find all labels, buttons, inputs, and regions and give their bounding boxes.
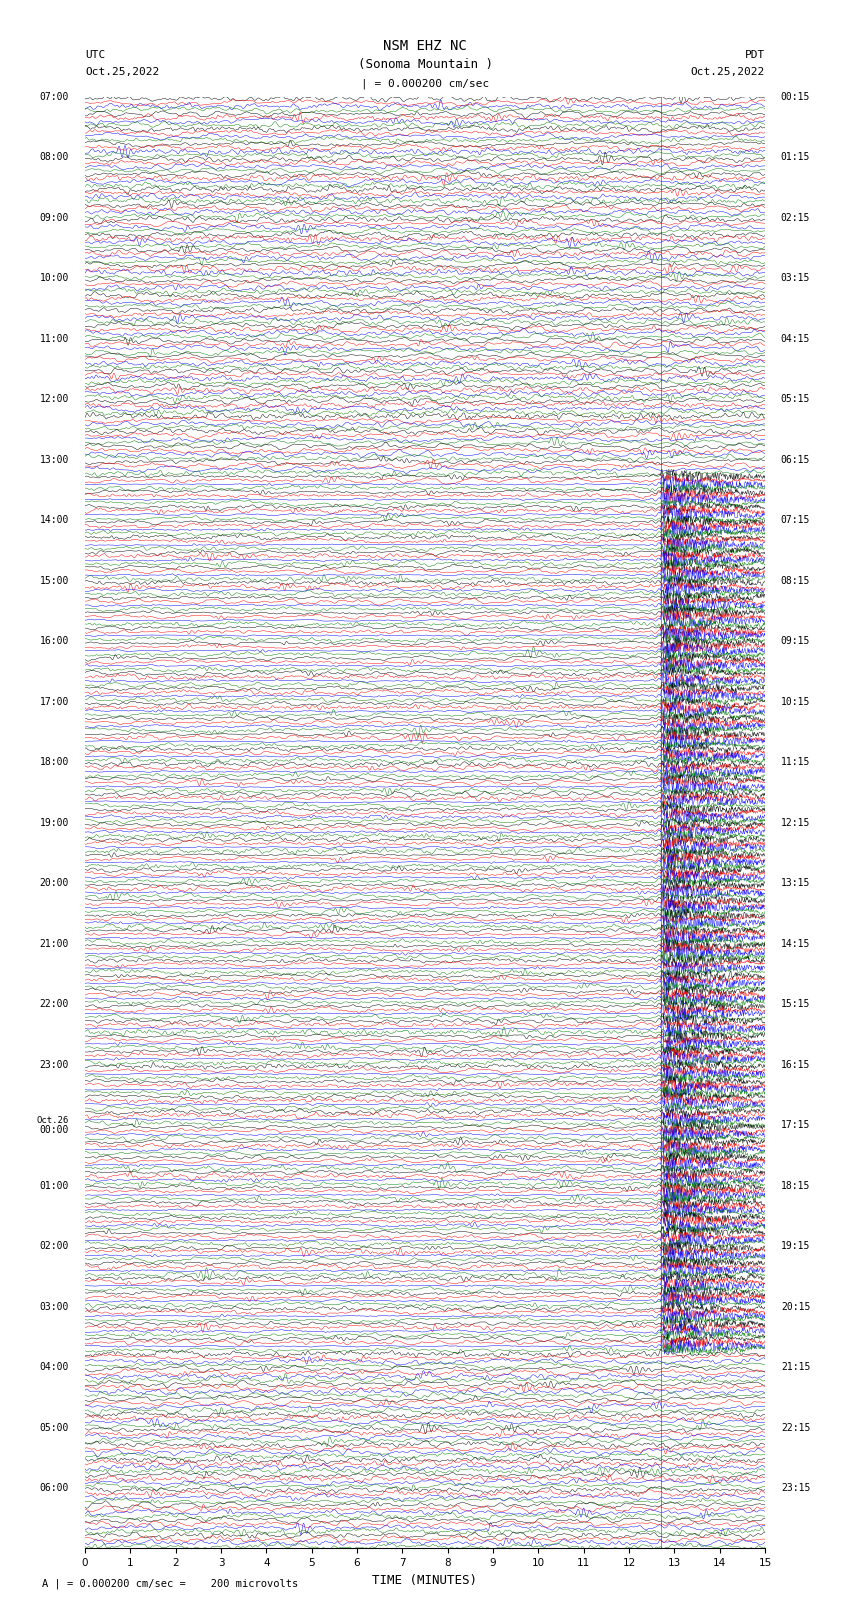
Text: 00:00: 00:00 [40,1124,69,1134]
Text: 07:00: 07:00 [40,92,69,102]
Text: 11:15: 11:15 [781,756,810,768]
Text: 21:00: 21:00 [40,939,69,948]
Text: 19:15: 19:15 [781,1240,810,1252]
Text: 03:00: 03:00 [40,1302,69,1311]
Text: 09:15: 09:15 [781,636,810,647]
Text: 17:00: 17:00 [40,697,69,706]
Text: 12:00: 12:00 [40,394,69,405]
Text: 02:00: 02:00 [40,1240,69,1252]
Text: 16:00: 16:00 [40,636,69,647]
Text: 13:00: 13:00 [40,455,69,465]
Text: 22:15: 22:15 [781,1423,810,1432]
Text: Oct.25,2022: Oct.25,2022 [691,68,765,77]
Text: 12:15: 12:15 [781,818,810,827]
Text: | = 0.000200 cm/sec: | = 0.000200 cm/sec [361,77,489,89]
Text: 15:00: 15:00 [40,576,69,586]
Text: 03:15: 03:15 [781,273,810,284]
Text: 04:00: 04:00 [40,1361,69,1373]
Text: 09:00: 09:00 [40,213,69,223]
Text: 21:15: 21:15 [781,1361,810,1373]
Text: 01:00: 01:00 [40,1181,69,1190]
X-axis label: TIME (MINUTES): TIME (MINUTES) [372,1574,478,1587]
Text: 05:00: 05:00 [40,1423,69,1432]
Text: 08:15: 08:15 [781,576,810,586]
Text: 10:00: 10:00 [40,273,69,284]
Text: Oct.25,2022: Oct.25,2022 [85,68,159,77]
Text: 22:00: 22:00 [40,998,69,1010]
Text: 04:15: 04:15 [781,334,810,344]
Text: PDT: PDT [745,50,765,60]
Text: 10:15: 10:15 [781,697,810,706]
Text: 02:15: 02:15 [781,213,810,223]
Text: 06:15: 06:15 [781,455,810,465]
Text: 19:00: 19:00 [40,818,69,827]
Text: Oct.26: Oct.26 [37,1116,69,1124]
Text: 06:00: 06:00 [40,1482,69,1494]
Text: 15:15: 15:15 [781,998,810,1010]
Text: 08:00: 08:00 [40,152,69,163]
Text: 20:15: 20:15 [781,1302,810,1311]
Text: 16:15: 16:15 [781,1060,810,1069]
Text: 13:15: 13:15 [781,877,810,889]
Text: 20:00: 20:00 [40,877,69,889]
Text: 01:15: 01:15 [781,152,810,163]
Text: 14:00: 14:00 [40,515,69,526]
Text: (Sonoma Mountain ): (Sonoma Mountain ) [358,58,492,71]
Text: 11:00: 11:00 [40,334,69,344]
Text: 05:15: 05:15 [781,394,810,405]
Text: 00:15: 00:15 [781,92,810,102]
Text: NSM EHZ NC: NSM EHZ NC [383,39,467,53]
Text: A | = 0.000200 cm/sec =    200 microvolts: A | = 0.000200 cm/sec = 200 microvolts [42,1578,298,1589]
Text: 18:00: 18:00 [40,756,69,768]
Text: 23:15: 23:15 [781,1482,810,1494]
Text: 07:15: 07:15 [781,515,810,526]
Text: 14:15: 14:15 [781,939,810,948]
Text: 17:15: 17:15 [781,1119,810,1131]
Text: 18:15: 18:15 [781,1181,810,1190]
Text: UTC: UTC [85,50,105,60]
Text: 23:00: 23:00 [40,1060,69,1069]
